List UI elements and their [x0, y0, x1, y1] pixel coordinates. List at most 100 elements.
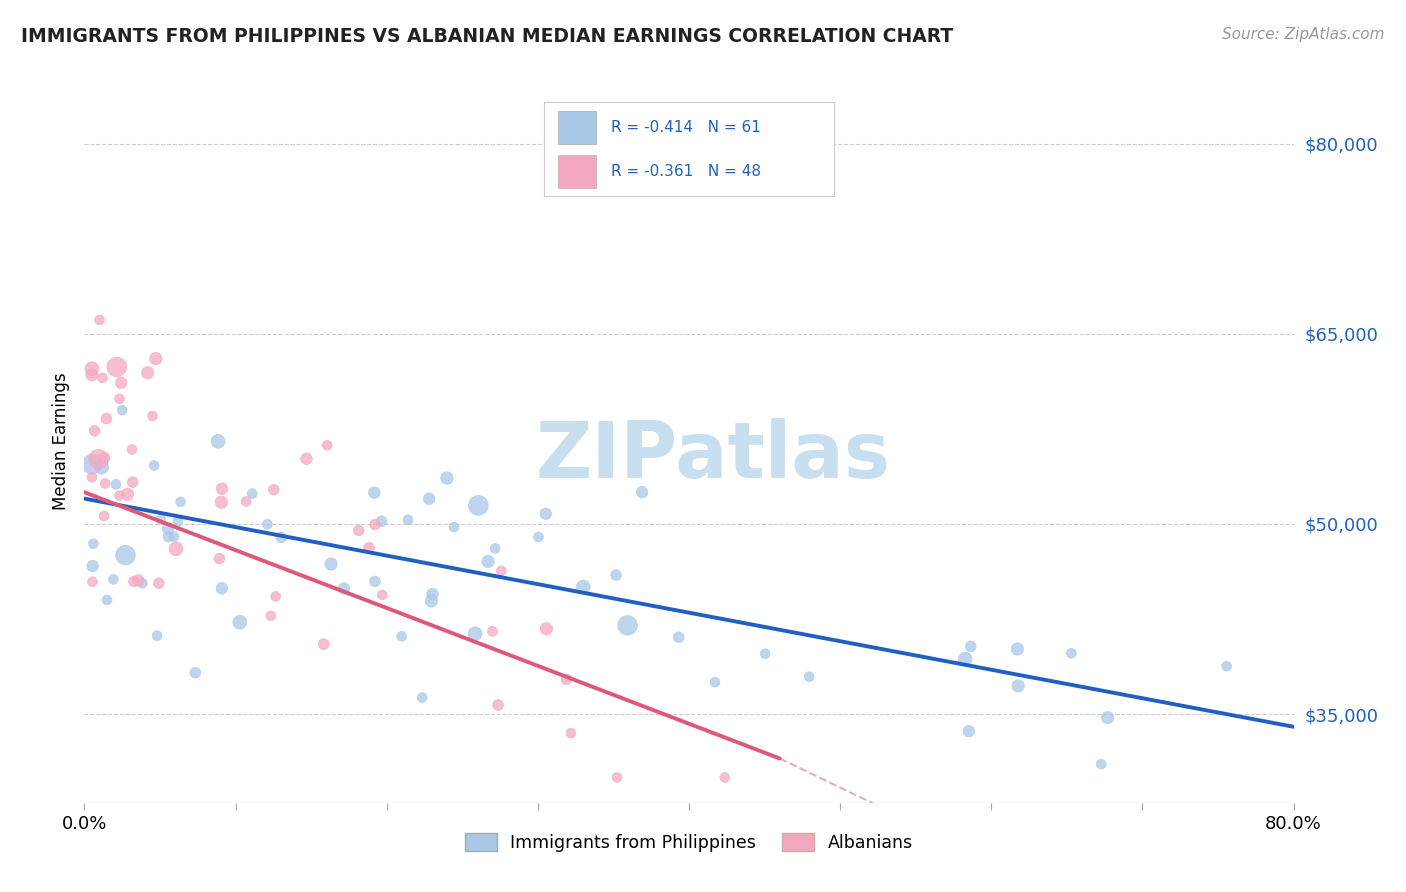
Legend: Immigrants from Philippines, Albanians: Immigrants from Philippines, Albanians — [458, 827, 920, 859]
Point — [141, 409, 163, 423]
Point — [536, 622, 558, 636]
Point — [347, 524, 370, 538]
Point — [167, 515, 190, 529]
Point — [149, 512, 172, 526]
Point — [264, 590, 287, 604]
Point — [371, 588, 394, 602]
Point — [1097, 711, 1119, 725]
Point — [1090, 757, 1112, 772]
Point — [364, 574, 387, 589]
Point — [127, 574, 149, 588]
Point — [668, 630, 690, 644]
Point — [96, 411, 118, 425]
Point — [491, 564, 513, 578]
Point — [704, 675, 727, 690]
Point — [333, 582, 356, 596]
Point — [316, 438, 339, 452]
Point — [114, 548, 136, 562]
Point — [363, 485, 385, 500]
Point — [110, 376, 132, 390]
Point — [87, 452, 110, 467]
Point — [105, 359, 128, 374]
Point — [312, 637, 335, 651]
Point — [108, 489, 131, 503]
Point — [534, 507, 557, 521]
Point — [207, 434, 229, 449]
Point — [616, 618, 638, 632]
Point — [797, 670, 820, 684]
Point — [477, 555, 499, 569]
Point — [82, 574, 104, 589]
Point — [1215, 659, 1237, 673]
Y-axis label: Median Earnings: Median Earnings — [52, 373, 70, 510]
Point — [82, 559, 104, 574]
Point — [122, 574, 145, 589]
Point — [295, 451, 318, 466]
Point — [211, 582, 233, 596]
Point — [157, 530, 180, 544]
Point — [484, 541, 506, 556]
Point — [1060, 646, 1083, 660]
Point — [270, 530, 292, 544]
Point — [131, 576, 153, 591]
Point — [957, 724, 980, 739]
Point — [527, 530, 550, 544]
Point — [146, 629, 169, 643]
Point — [555, 673, 578, 687]
Point — [93, 450, 115, 465]
Point — [82, 537, 104, 551]
Point — [240, 486, 263, 500]
Text: Source: ZipAtlas.com: Source: ZipAtlas.com — [1222, 27, 1385, 42]
Point — [391, 629, 413, 643]
Point — [263, 483, 285, 497]
Point — [93, 508, 115, 523]
Point — [83, 424, 105, 438]
Point — [91, 371, 114, 385]
Point — [108, 392, 131, 406]
Point — [96, 593, 118, 607]
Point — [572, 580, 595, 594]
Point — [714, 771, 737, 785]
Point — [80, 361, 103, 376]
Point — [260, 608, 283, 623]
Text: ZIPatlas: ZIPatlas — [536, 418, 890, 494]
Point — [467, 499, 489, 513]
Point — [1007, 642, 1029, 657]
Point — [89, 313, 111, 327]
Point — [117, 487, 139, 501]
Point — [105, 477, 128, 491]
Point — [165, 541, 187, 556]
Point — [560, 726, 582, 740]
Point — [959, 640, 981, 654]
Point — [148, 576, 170, 591]
Point — [208, 551, 231, 566]
Point — [256, 517, 278, 532]
Point — [486, 698, 509, 712]
Point — [420, 594, 443, 608]
Text: IMMIGRANTS FROM PHILIPPINES VS ALBANIAN MEDIAN EARNINGS CORRELATION CHART: IMMIGRANTS FROM PHILIPPINES VS ALBANIAN … — [21, 27, 953, 45]
Point — [235, 494, 257, 508]
Point — [422, 587, 444, 601]
Point — [396, 513, 419, 527]
Point — [111, 403, 134, 417]
Point — [136, 366, 159, 380]
Point — [319, 557, 342, 571]
Point — [1007, 679, 1029, 693]
Point — [209, 495, 232, 509]
Point — [163, 529, 186, 543]
Point — [145, 351, 167, 366]
Point — [90, 460, 112, 475]
Point — [605, 568, 627, 582]
Point — [80, 470, 103, 484]
Point — [211, 482, 233, 496]
Point — [436, 471, 458, 485]
Point — [370, 514, 392, 528]
Point — [184, 665, 207, 680]
Point — [121, 475, 143, 490]
Point — [418, 491, 440, 506]
Point — [169, 495, 191, 509]
Point — [631, 485, 654, 500]
Point — [953, 652, 976, 666]
Point — [481, 624, 503, 639]
Point — [364, 517, 387, 532]
